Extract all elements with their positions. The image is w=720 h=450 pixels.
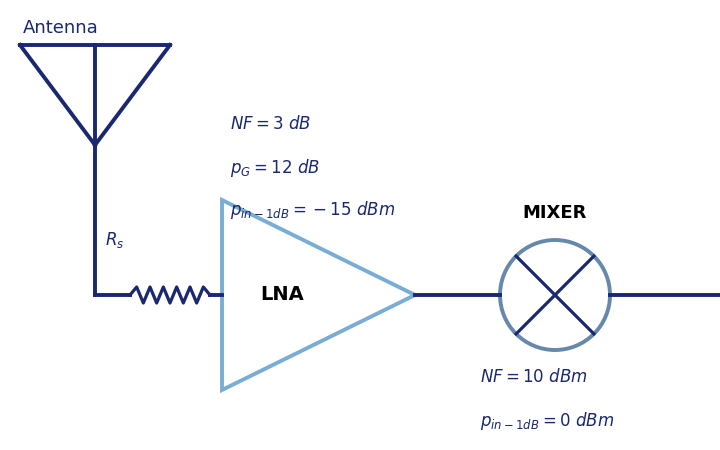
Text: LNA: LNA <box>260 285 304 305</box>
Text: $p_{in-1dB} = 0\ dBm$: $p_{in-1dB} = 0\ dBm$ <box>480 410 614 432</box>
Text: $R_s$: $R_s$ <box>105 230 125 250</box>
Text: $NF = 10\ dBm$: $NF = 10\ dBm$ <box>480 368 588 386</box>
Text: MIXER: MIXER <box>523 204 588 222</box>
Text: Antenna: Antenna <box>23 19 99 37</box>
Text: $p_{in-1dB} = -15\ dBm$: $p_{in-1dB} = -15\ dBm$ <box>230 199 395 221</box>
Text: $p_G = 12\ dB$: $p_G = 12\ dB$ <box>230 157 320 179</box>
Text: $NF = 3\ dB$: $NF = 3\ dB$ <box>230 115 311 133</box>
